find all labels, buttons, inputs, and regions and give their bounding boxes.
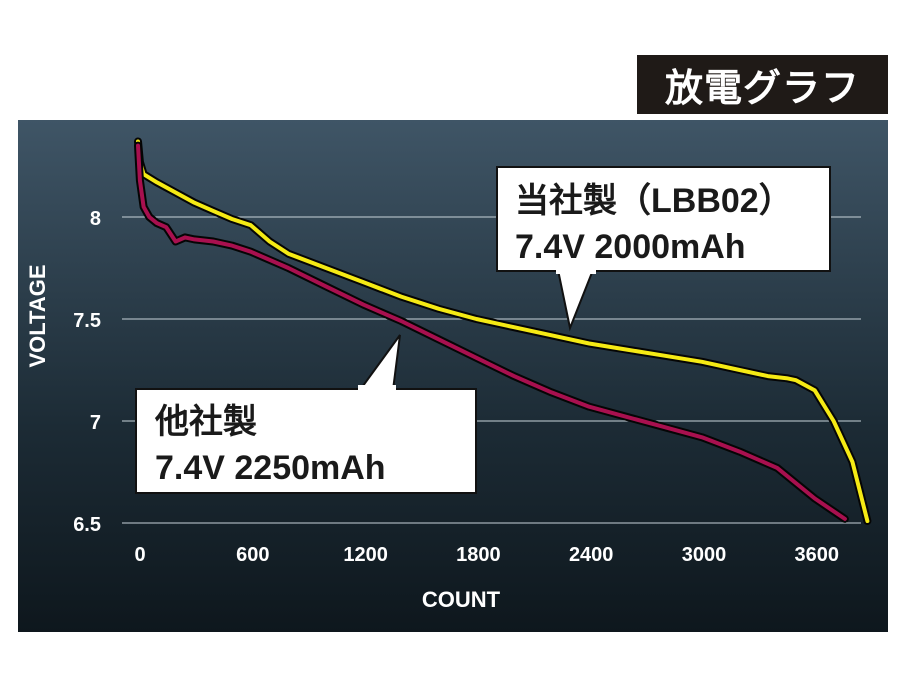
y-axis-label: VOLTAGE	[25, 264, 50, 367]
y-tick-label: 6.5	[73, 514, 101, 536]
series-callout-0: 当社製（LBB02） 7.4V 2000mAh	[496, 166, 831, 332]
y-tick-label: 8	[90, 208, 101, 230]
series-label-0-line2: 7.4V 2000mAh	[515, 228, 746, 266]
y-tick-label: 7.5	[73, 310, 101, 332]
series-label-1-line2: 7.4V 2250mAh	[155, 449, 386, 487]
discharge-chart: 8 7.5 7 6.5 0 600 1200 1800 2400 3000 3600 VOLTAG…	[18, 120, 888, 632]
series-label-1-line1: 他社製	[154, 403, 257, 441]
y-tick-label: 7	[90, 412, 101, 434]
series-line-0	[136, 139, 870, 523]
x-tick-label: 1200	[343, 544, 388, 566]
x-axis-label: COUNT	[422, 587, 501, 612]
x-tick-label: 1800	[456, 544, 501, 566]
series-callout-1: 他社製 7.4V 2250mAh	[135, 334, 477, 494]
series-label-0-line1: 当社製（LBB02）	[515, 181, 793, 220]
x-tick-label: 600	[236, 544, 269, 566]
chart-title-badge: 放電グラフ	[637, 55, 888, 114]
x-tick-label: 0	[134, 544, 145, 566]
x-tick-label: 3600	[795, 544, 840, 566]
x-tick-label: 3000	[682, 544, 727, 566]
x-tick-label: 2400	[569, 544, 614, 566]
series-line-1	[136, 143, 847, 521]
